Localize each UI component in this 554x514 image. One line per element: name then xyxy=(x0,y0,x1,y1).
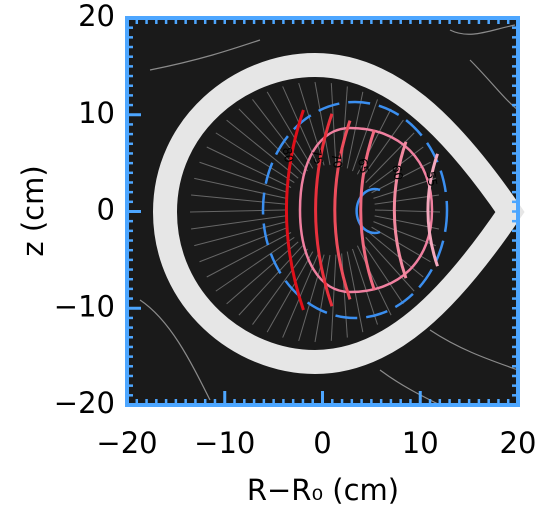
contour-label: 60 xyxy=(389,164,405,181)
x-tick-label: −20 xyxy=(96,426,157,460)
x-tick-label: 0 xyxy=(313,426,331,460)
y-tick-label: −20 xyxy=(54,386,115,420)
y-tick-label: 20 xyxy=(78,0,115,33)
x-tick-label: −10 xyxy=(194,426,255,460)
contour-label: 55 xyxy=(423,170,439,187)
contour-label: 70 xyxy=(329,152,345,169)
y-axis-title: z (cm) xyxy=(16,165,50,256)
y-tick-label: 10 xyxy=(78,96,115,130)
x-axis-title: R−R₀ (cm) xyxy=(247,473,399,507)
y-tick-label: 0 xyxy=(97,193,115,227)
contour-label: 75 xyxy=(309,148,325,165)
chart: 80 7570 65 60 55 −20 −10 0 10 20 −20 −10 0 10 20 R−R₀ … xyxy=(0,0,554,514)
contour-label: 65 xyxy=(355,157,371,174)
contour-label: 80 xyxy=(280,146,296,163)
x-tick-label: 20 xyxy=(500,426,537,460)
y-tick-label: −10 xyxy=(54,289,115,323)
x-tick-label: 10 xyxy=(402,426,439,460)
